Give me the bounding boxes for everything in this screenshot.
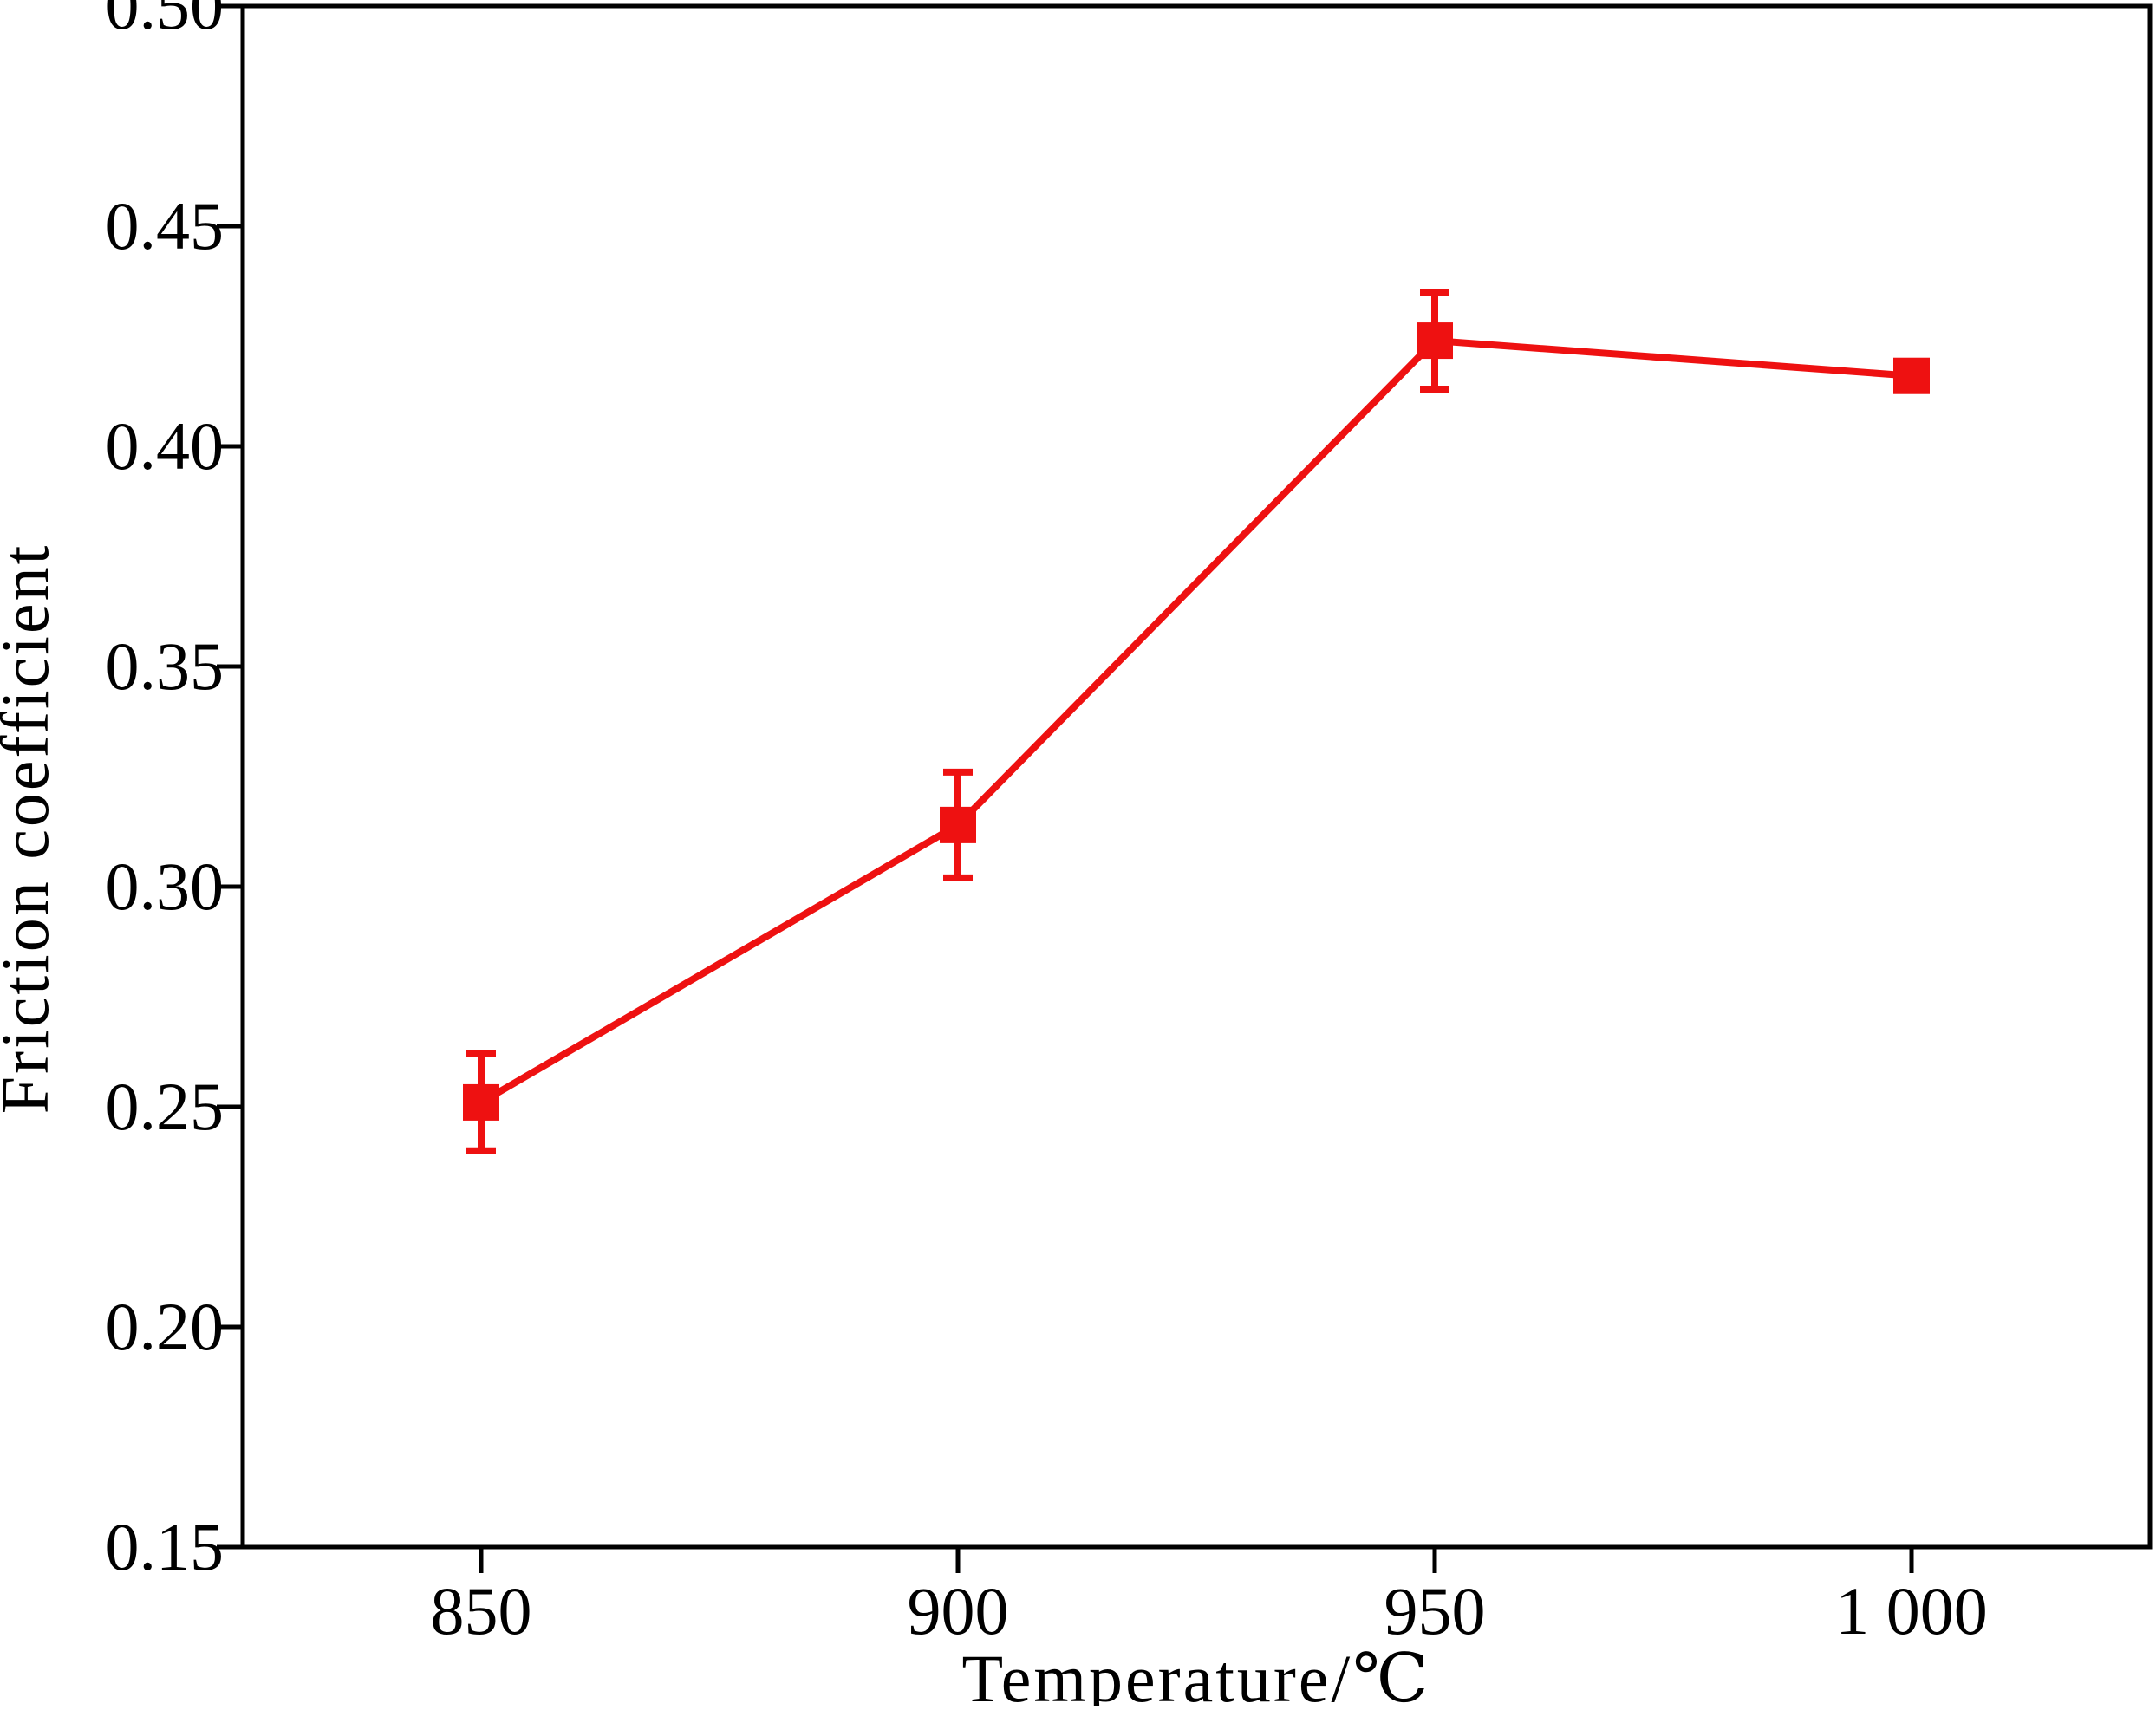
series-line-segment <box>955 338 1437 828</box>
series-line-segment <box>1434 337 1912 380</box>
y-tick-label: 0.15 <box>106 1509 225 1584</box>
x-tick-label: 950 <box>1384 1573 1486 1648</box>
y-tick-label: 0.40 <box>106 408 225 484</box>
y-tick-label: 0.25 <box>106 1069 225 1144</box>
y-tick-label: 0.45 <box>106 188 225 263</box>
x-axis-title: Temperature/℃ <box>962 1641 1431 1706</box>
plot-frame <box>240 3 2153 1550</box>
data-point-square <box>940 806 976 843</box>
y-tick-label: 0.30 <box>106 848 225 924</box>
y-tick-label: 0.50 <box>106 0 225 43</box>
x-tick-label: 850 <box>431 1573 532 1648</box>
data-point-square <box>1893 357 1930 394</box>
x-tick-label: 1 000 <box>1835 1573 1988 1648</box>
y-axis-title: Friction coefficient <box>0 543 62 1115</box>
y-tick-label: 0.20 <box>106 1289 225 1364</box>
y-tick-label: 0.35 <box>106 628 225 704</box>
data-point-square <box>1417 322 1453 360</box>
x-tick-label: 900 <box>908 1573 1009 1648</box>
data-point-square <box>463 1083 499 1121</box>
series-line-segment <box>479 822 961 1106</box>
